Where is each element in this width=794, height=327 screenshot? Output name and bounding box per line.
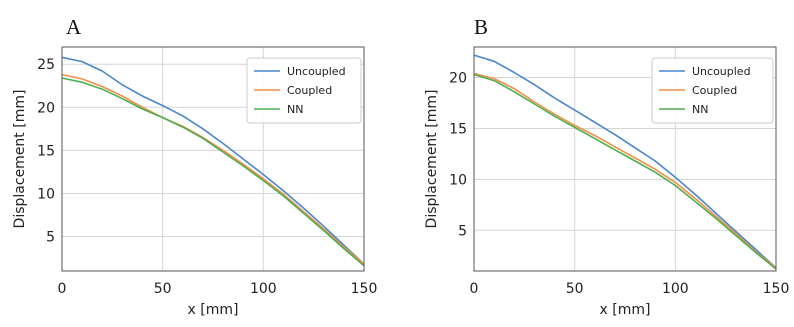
series-line-nn — [61, 77, 365, 267]
panel-label: B — [474, 15, 488, 39]
y-tick-label: 20 — [37, 100, 55, 116]
y-tick-label: 25 — [37, 57, 55, 73]
x-axis-label: x [mm] — [600, 302, 651, 318]
tick-labels: 0 50 100 150 5 10 15 20 25 — [37, 57, 377, 297]
y-axis-label: Displacement [mm] — [424, 90, 440, 229]
y-axis-label: Displacement [mm] — [12, 90, 28, 229]
legend: Uncoupled Coupled NN — [246, 57, 362, 124]
y-tick-label: 5 — [458, 223, 467, 239]
y-tick-label: 10 — [37, 186, 55, 202]
chart-panel-b: B 0 50 100 150 5 10 15 20 x [mm] Displacement [… — [424, 15, 789, 318]
legend-label-uncoupled: Uncoupled — [287, 65, 346, 78]
plot-frame — [473, 46, 777, 272]
x-tick-label: 150 — [351, 281, 378, 297]
x-tick-label: 50 — [154, 281, 172, 297]
x-axis-label: x [mm] — [188, 302, 239, 318]
legend-label-coupled: Coupled — [287, 84, 332, 97]
series-group — [473, 54, 777, 270]
legend-box — [246, 57, 362, 124]
x-tick-label: 100 — [662, 281, 689, 297]
x-tick-label: 150 — [763, 281, 790, 297]
x-tick-label: 50 — [566, 281, 584, 297]
panel-label: A — [66, 15, 82, 39]
series-line-uncoupled — [473, 54, 777, 269]
y-tick-label: 15 — [449, 121, 467, 137]
x-tick-label: 0 — [470, 281, 479, 297]
legend-label-coupled: Coupled — [692, 84, 737, 97]
x-tick-label: 0 — [58, 281, 67, 297]
y-tick-label: 5 — [46, 230, 55, 246]
y-tick-label: 15 — [37, 143, 55, 159]
chart-panel-a: A 0 50 100 150 5 10 15 20 25 x [mm] Displacement… — [12, 15, 377, 318]
tick-labels: 0 50 100 150 5 10 15 20 — [449, 71, 789, 297]
series-line-coupled — [473, 72, 777, 269]
legend-label-nn: NN — [287, 103, 303, 116]
plot-frame — [61, 46, 365, 272]
y-tick-label: 20 — [449, 71, 467, 87]
legend: Uncoupled Coupled NN — [651, 57, 774, 124]
series-line-coupled — [61, 73, 365, 265]
legend-label-uncoupled: Uncoupled — [692, 65, 751, 78]
legend-label-nn: NN — [692, 103, 708, 116]
series-line-nn — [473, 73, 777, 270]
legend-box — [651, 57, 774, 124]
y-tick-label: 10 — [449, 172, 467, 188]
x-tick-label: 100 — [250, 281, 277, 297]
series-group — [61, 56, 365, 267]
series-line-uncoupled — [61, 56, 365, 265]
